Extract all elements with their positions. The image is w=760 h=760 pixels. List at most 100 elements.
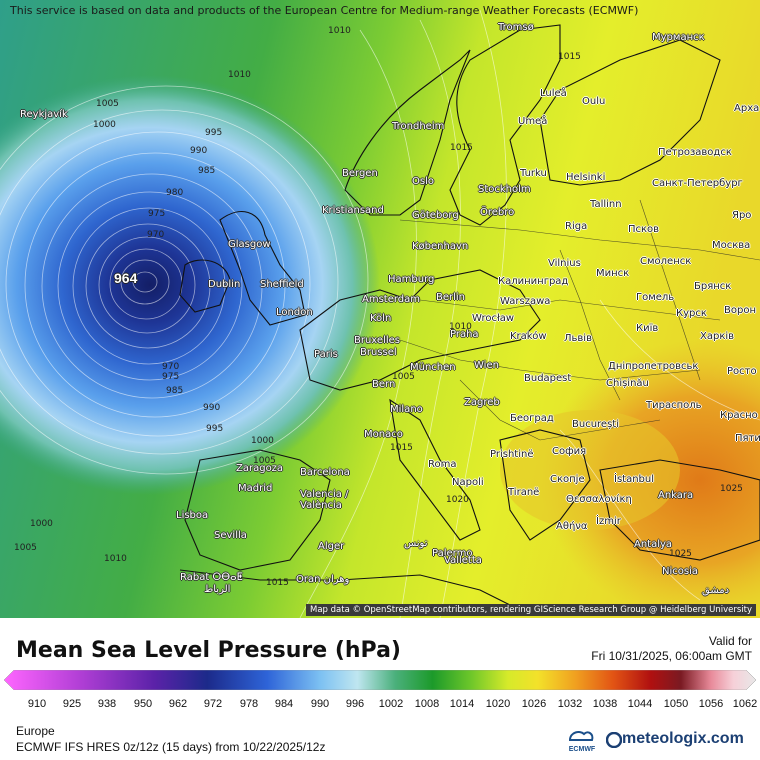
city-label: Београд	[510, 413, 554, 424]
city-label: Nicosia	[662, 566, 698, 577]
city-label: Tromsø	[498, 22, 534, 33]
valid-time: Fri 10/31/2025, 06:00am GMT	[591, 649, 752, 663]
city-label: Luleå	[540, 88, 567, 99]
city-label: Красно	[720, 410, 758, 421]
isobar-label: 1005	[96, 99, 119, 109]
city-label: Stockholm	[478, 184, 531, 195]
isobar-label: 1005	[14, 543, 37, 553]
isobar-label: 1010	[449, 322, 472, 332]
ecmwf-logo-icon	[568, 731, 594, 741]
legend-tick: 972	[203, 698, 223, 710]
legend-tick: 990	[310, 698, 330, 710]
map-attribution[interactable]: Map data © OpenStreetMap contributors, r…	[306, 604, 756, 616]
city-label: Madrid	[238, 483, 273, 494]
city-label: Köln	[370, 313, 392, 324]
city-label: Москва	[712, 240, 751, 251]
brand-link[interactable]: meteologix.com	[622, 730, 744, 747]
city-label: Θεσσαλονίκη	[566, 494, 632, 505]
region-label: Europe	[16, 724, 55, 738]
city-label: Praha	[450, 329, 479, 340]
legend-tick: 910	[27, 698, 47, 710]
city-label: Oslo	[412, 176, 434, 187]
city-label: Курск	[676, 308, 707, 319]
city-label: Мурманск	[652, 32, 705, 43]
city-label: Amsterdam	[362, 294, 421, 305]
city-label: Дніпропетровськ	[608, 361, 699, 372]
city-label: Palermo	[432, 548, 473, 559]
city-label: Санкт-Петербург	[652, 178, 743, 189]
city-label: København	[412, 241, 469, 252]
city-label: Псков	[628, 224, 660, 235]
legend-tick: 1062	[732, 698, 758, 710]
city-label: Monaco	[364, 429, 403, 440]
isobar-label: 1010	[328, 26, 351, 36]
city-label: Antalya	[634, 539, 673, 550]
city-label: Яро	[732, 210, 752, 221]
city-label: Barcelona	[300, 467, 350, 478]
city-label: Milano	[390, 404, 423, 415]
isobar-label: 975	[148, 209, 166, 219]
isobar-label: 1015	[266, 578, 289, 588]
city-label: Bruxelles	[354, 335, 400, 346]
city-label: Oulu	[582, 96, 606, 107]
city-label: Смоленск	[640, 256, 692, 267]
isobar-label: 970	[162, 362, 180, 372]
legend-tick: 1008	[414, 698, 440, 710]
legend-tick: 1002	[378, 698, 404, 710]
city-label: Roma	[428, 459, 457, 470]
isobar-label: 1010	[104, 554, 127, 564]
isobar-label: 1000	[93, 120, 116, 130]
legend-tick: 950	[133, 698, 153, 710]
city-label: Alger	[318, 541, 345, 552]
model-run-label: ECMWF IFS HRES 0z/12z (15 days) from 10/…	[16, 740, 326, 754]
isobar-label: 1025	[720, 484, 743, 494]
city-label: Paris	[314, 349, 338, 360]
city-label: Пяти	[735, 433, 760, 444]
city-label: Napoli	[452, 477, 484, 488]
city-label: Харків	[700, 331, 735, 342]
isobar-label: 1020	[446, 495, 469, 505]
city-label: Vilnius	[548, 258, 581, 269]
isobar-label: 990	[203, 403, 221, 413]
city-label: Hamburg	[388, 274, 435, 285]
legend-tick: 1050	[663, 698, 689, 710]
city-label: London	[276, 307, 313, 318]
city-label: Львів	[564, 333, 592, 344]
city-label: دمشق	[702, 585, 730, 596]
isobar-label: 1015	[450, 143, 473, 153]
city-label: București	[572, 419, 619, 430]
city-label: İstanbul	[614, 474, 655, 485]
city-label: Київ	[636, 323, 659, 334]
city-label: Арха	[734, 103, 760, 114]
city-label: Ankara	[658, 490, 694, 501]
city-label: Turku	[520, 168, 547, 179]
city-label: Tiranë	[508, 487, 540, 498]
legend-tick: 962	[168, 698, 188, 710]
city-label: Berlin	[436, 292, 466, 303]
city-label: София	[552, 446, 587, 457]
city-label: Sevilla	[214, 530, 247, 541]
city-label: Riga	[565, 221, 588, 232]
city-label: Tallinn	[590, 199, 622, 210]
city-label: Göteborg	[412, 210, 459, 221]
isobar-label: 995	[206, 424, 224, 434]
city-label: Минск	[596, 268, 630, 279]
isobar-label: 1015	[390, 443, 413, 453]
city-label: Kraków	[510, 331, 547, 342]
city-label: Reykjavík	[20, 109, 68, 120]
city-label: Sheffield	[260, 279, 304, 290]
isobar-label: 995	[205, 128, 223, 138]
isobar-label: 970	[147, 230, 165, 240]
legend-tick: 978	[239, 698, 259, 710]
city-label: Kristiansand	[322, 205, 384, 216]
city-label: München	[410, 362, 456, 373]
pressure-color-scale	[4, 670, 756, 690]
legend-tick: 984	[274, 698, 294, 710]
city-label: Росто	[727, 366, 757, 377]
legend-tick: 1056	[698, 698, 724, 710]
legend-tick: 1026	[521, 698, 547, 710]
city-label: Umeå	[518, 116, 548, 127]
city-label: Брянск	[694, 281, 732, 292]
legend-tick: 1014	[449, 698, 475, 710]
city-label: Wien	[474, 360, 499, 371]
